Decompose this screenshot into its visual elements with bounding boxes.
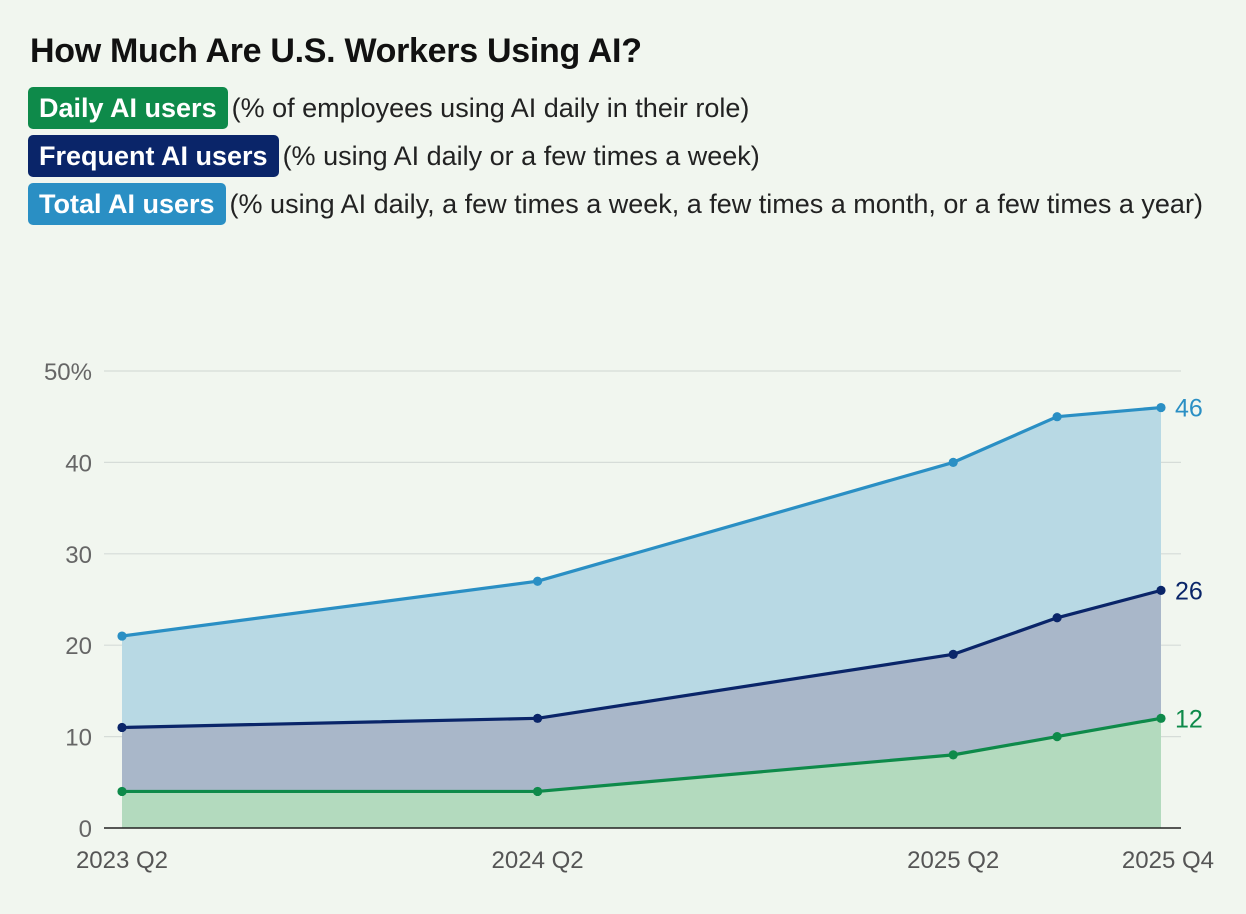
point-frequent-2	[948, 649, 958, 659]
y-tick-label-10: 10	[65, 725, 92, 752]
point-frequent-1	[533, 713, 543, 723]
y-tick-label-40: 40	[65, 450, 92, 477]
point-frequent-3	[1052, 613, 1062, 623]
point-daily-1	[533, 786, 543, 797]
chart-title: How Much Are U.S. Workers Using AI?	[30, 32, 642, 70]
legend-desc-total: (% using AI daily, a few times a week, a…	[229, 189, 1203, 219]
legend: Daily AI users (% of employees using AI d…	[28, 84, 1208, 228]
legend-pill-daily: Daily AI users	[28, 87, 228, 129]
point-daily-3	[1052, 732, 1062, 742]
x-tick-label-0: 2023 Q2	[76, 847, 168, 874]
y-tick-label-50: 50%	[44, 359, 92, 386]
legend-row-frequent: Frequent AI users (% using AI daily or a …	[28, 132, 1208, 180]
area-daily	[122, 718, 1161, 828]
legend-desc-daily: (% of employees using AI daily in their …	[231, 93, 750, 123]
y-tick-label-30: 30	[65, 542, 92, 569]
legend-desc-frequent: (% using AI daily or a few times a week)	[282, 141, 760, 171]
y-tick-label-0: 0	[79, 816, 92, 843]
x-tick-label-3: 2025 Q4	[1122, 847, 1214, 874]
point-total-2	[948, 457, 958, 467]
legend-pill-total: Total AI users	[28, 183, 226, 225]
point-total-1	[533, 576, 543, 586]
x-tick-label-2: 2025 Q2	[907, 847, 999, 874]
point-total-0	[117, 631, 127, 641]
point-daily-4	[1156, 713, 1166, 723]
y-tick-label-20: 20	[65, 633, 92, 660]
legend-row-daily: Daily AI users (% of employees using AI d…	[28, 84, 1208, 132]
point-frequent-4	[1156, 585, 1166, 595]
end-label-frequent: 26	[1175, 577, 1203, 605]
end-label-total: 46	[1175, 395, 1203, 423]
point-daily-2	[948, 750, 958, 760]
legend-row-total: Total AI users (% using AI daily, a few t…	[28, 180, 1208, 228]
point-total-4	[1156, 402, 1166, 413]
point-frequent-0	[117, 722, 127, 733]
x-tick-label-1: 2024 Q2	[492, 847, 584, 874]
legend-pill-frequent: Frequent AI users	[28, 135, 279, 177]
point-daily-0	[117, 786, 127, 797]
point-total-3	[1052, 412, 1062, 422]
end-label-daily: 12	[1175, 705, 1203, 733]
